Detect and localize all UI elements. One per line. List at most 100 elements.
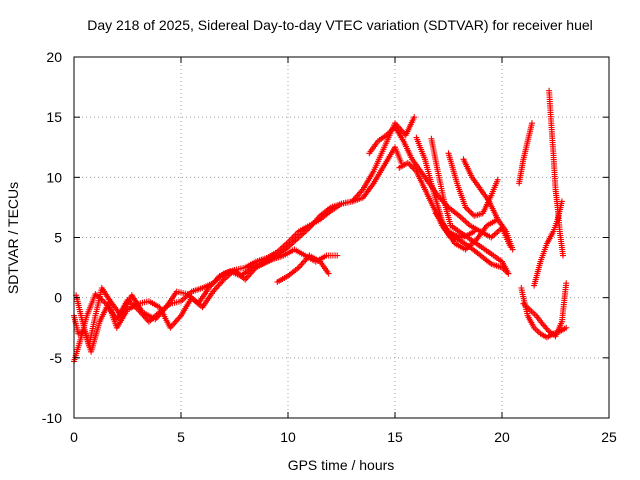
data-point-segment (422, 186, 436, 209)
data-point-segment (152, 305, 168, 323)
data-point-segment (516, 158, 526, 187)
data-point-segment (520, 140, 531, 163)
data-point-segment (531, 260, 543, 289)
data-point-segment (556, 325, 568, 335)
data-point-segment (518, 285, 531, 317)
data-point-segment (163, 290, 179, 311)
data-point (563, 280, 570, 287)
data-point-segment (546, 87, 555, 124)
x-tick-label: 10 (280, 429, 296, 445)
data-point-segment (556, 228, 566, 257)
data-point-segment (441, 198, 454, 227)
data-point-segment (524, 312, 537, 329)
data-point-segment (96, 302, 111, 325)
data-point-segment (359, 170, 376, 193)
data-point-segment (550, 150, 559, 191)
data-point-segment (488, 261, 504, 270)
data-point-segment (552, 186, 561, 209)
y-tick-label: 0 (54, 290, 62, 306)
y-axis-label: SDTVAR / TECUs (5, 182, 21, 294)
data-point-segment (499, 258, 511, 275)
data-point (411, 114, 418, 121)
data-point-segment (392, 144, 404, 164)
data-point-segment (413, 168, 428, 191)
data-point-segment (490, 252, 504, 264)
data-point-segment (524, 122, 535, 145)
data-point-segment (295, 254, 312, 271)
data-point-segment (451, 232, 463, 240)
data-point-segment (456, 212, 472, 228)
data-point-segment (113, 308, 130, 331)
data-point-segment (537, 242, 550, 265)
data-point-segment (552, 320, 565, 340)
data-point-segment (432, 210, 444, 224)
data-point-segment (248, 261, 264, 271)
data-point-segment (145, 298, 161, 310)
data-point-segment (98, 285, 113, 303)
data-point (528, 120, 535, 127)
series-track-14 (520, 280, 570, 340)
x-tick-label: 20 (494, 429, 510, 445)
data-point-segment (118, 294, 134, 319)
data-point-segment (263, 249, 279, 261)
data-point-segment (486, 198, 500, 221)
x-tick-label: 25 (601, 429, 617, 445)
data-series (71, 87, 570, 365)
data-point-segment (531, 324, 542, 336)
data-point-segment (548, 120, 557, 155)
data-point-segment (92, 287, 105, 319)
data-point-segment (205, 274, 222, 291)
data-point (471, 228, 478, 235)
data-point-segment (285, 230, 301, 246)
data-point-segment (473, 224, 489, 243)
data-point-segment (317, 209, 333, 223)
data-point-segment (481, 246, 495, 258)
series-track-4 (274, 252, 332, 285)
data-point-segment (526, 306, 538, 318)
data-point-segment (306, 252, 322, 264)
x-tick-label: 15 (387, 429, 403, 445)
y-tick-label: 15 (46, 109, 62, 125)
data-point-segment (396, 160, 410, 171)
data-point-segment (83, 293, 98, 319)
data-point-segment (128, 292, 145, 314)
data-point-segment (392, 123, 406, 143)
data-point (505, 270, 512, 277)
series-track-10 (432, 210, 478, 241)
data-point-segment (409, 156, 423, 173)
data-point-segment (488, 226, 504, 241)
data-point-segment (370, 164, 387, 187)
x-tick-label: 5 (177, 429, 185, 445)
series-track-11 (460, 156, 516, 253)
data-point (494, 176, 501, 183)
tick-labels: 0 5 10 15 20 25 -10 -5 0 5 10 15 20 (42, 49, 617, 445)
data-point-segment (434, 168, 447, 203)
data-point (509, 246, 516, 253)
y-tick-label: 20 (46, 49, 62, 65)
data-point-segment (469, 174, 483, 191)
data-point-segment (285, 235, 301, 251)
x-axis-label: GPS time / hours (288, 457, 395, 473)
data-point-segment (88, 320, 103, 355)
series-track-7 (428, 135, 512, 277)
grid-lines (74, 57, 609, 418)
data-point (563, 324, 570, 331)
data-point-segment (503, 228, 515, 251)
data-point-segment (543, 230, 556, 247)
data-point-segment (400, 138, 415, 161)
data-point-segment (274, 274, 290, 285)
data-point-segment (199, 290, 215, 311)
data-point-segment (458, 232, 470, 241)
data-point-segment (494, 216, 509, 233)
data-point-segment (550, 218, 560, 235)
data-point-segment (295, 226, 311, 241)
data-point (559, 252, 566, 259)
data-point-segment (445, 150, 460, 185)
y-tick-label: -10 (42, 410, 62, 426)
data-point-segment (86, 314, 98, 349)
data-point-segment (460, 156, 475, 179)
data-point-segment (280, 247, 296, 259)
data-point-segment (374, 133, 388, 145)
series-track-15 (531, 198, 565, 289)
